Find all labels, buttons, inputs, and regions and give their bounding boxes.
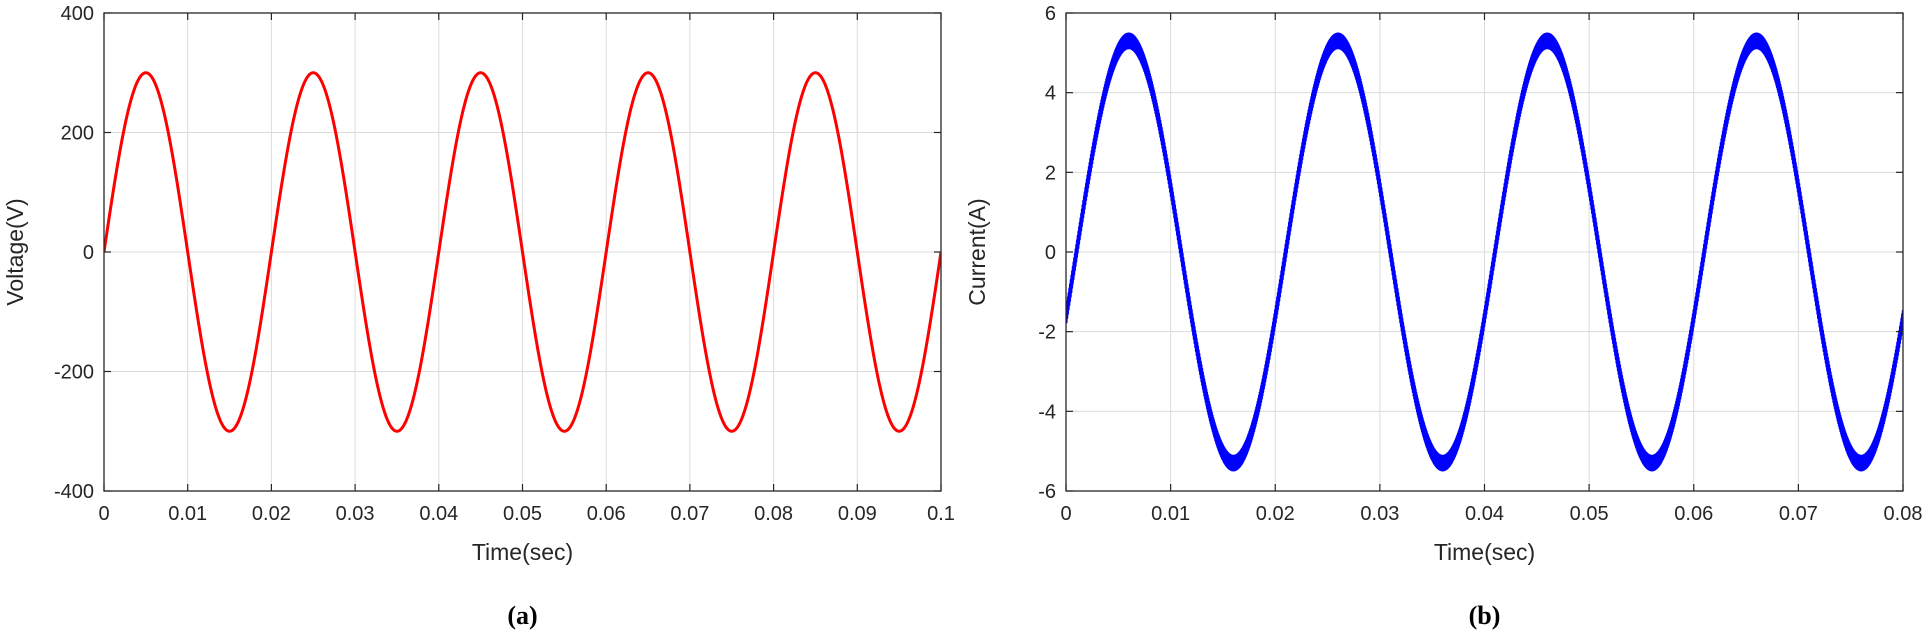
x-tick-label: 0.04 bbox=[1465, 503, 1504, 525]
panel-a-caption: (a) bbox=[507, 601, 537, 630]
y-tick-label: 0 bbox=[1045, 242, 1056, 264]
y-tick-label: 200 bbox=[61, 123, 94, 145]
x-tick-label: 0.08 bbox=[754, 503, 793, 525]
series-line bbox=[104, 71, 941, 433]
x-tick-label: 0.03 bbox=[336, 503, 375, 525]
panel-a-x-axis-label: Time(sec) bbox=[472, 539, 573, 565]
panel-a: 0 0.01 0.02 0.03 0.04 0.05 0.06 0.07 0.08 0.09 0.1… bbox=[2, 3, 955, 630]
y-tick-label: -4 bbox=[1038, 401, 1056, 423]
y-tick-label: 400 bbox=[61, 3, 94, 25]
x-tick-label: 0.03 bbox=[1360, 503, 1399, 525]
panel-b-x-axis-label: Time(sec) bbox=[1434, 539, 1535, 565]
x-tick-label: 0.08 bbox=[1884, 503, 1923, 525]
x-tick-label: 0.05 bbox=[1570, 503, 1609, 525]
x-tick-label: 0.02 bbox=[252, 503, 291, 525]
panel-a-plot-area bbox=[104, 71, 941, 433]
y-tick-label: 6 bbox=[1045, 3, 1056, 25]
y-tick-label: -2 bbox=[1038, 322, 1056, 344]
panel-a-y-ticks: -400 -200 0 200 400 bbox=[54, 3, 941, 503]
x-tick-label: 0.05 bbox=[503, 503, 542, 525]
panel-b: 0 0.01 0.02 0.03 0.04 0.05 0.06 0.07 0.08 -6 -4 -2… bbox=[964, 3, 1922, 630]
panel-b-caption: (b) bbox=[1469, 601, 1501, 630]
y-tick-label: -6 bbox=[1038, 481, 1056, 503]
panel-b-x-ticks: 0 0.01 0.02 0.03 0.04 0.05 0.06 0.07 0.08 bbox=[1060, 13, 1922, 525]
y-tick-label: -200 bbox=[54, 362, 94, 384]
panel-b-y-ticks: -6 -4 -2 0 2 4 6 bbox=[1038, 3, 1903, 503]
panel-a-y-axis-label: Voltage(V) bbox=[2, 198, 28, 305]
x-tick-label: 0.1 bbox=[927, 503, 955, 525]
y-tick-label: 4 bbox=[1045, 83, 1056, 105]
x-tick-label: 0.07 bbox=[1779, 503, 1818, 525]
x-tick-label: 0.09 bbox=[838, 503, 877, 525]
x-tick-label: 0.04 bbox=[419, 503, 458, 525]
panel-b-plot-area bbox=[1066, 32, 1903, 472]
x-tick-label: 0.06 bbox=[1674, 503, 1713, 525]
x-tick-label: 0.07 bbox=[670, 503, 709, 525]
series-line bbox=[1066, 32, 1903, 472]
x-tick-label: 0.02 bbox=[1256, 503, 1295, 525]
x-tick-label: 0.01 bbox=[1151, 503, 1190, 525]
x-tick-label: 0 bbox=[1060, 503, 1071, 525]
y-tick-label: 2 bbox=[1045, 162, 1056, 184]
x-tick-label: 0 bbox=[98, 503, 109, 525]
y-tick-label: -400 bbox=[54, 481, 94, 503]
panel-a-x-ticks: 0 0.01 0.02 0.03 0.04 0.05 0.06 0.07 0.08 0.09 0.1 bbox=[98, 13, 955, 525]
panel-b-y-axis-label: Current(A) bbox=[964, 198, 990, 305]
x-tick-label: 0.06 bbox=[587, 503, 626, 525]
y-tick-label: 0 bbox=[83, 242, 94, 264]
x-tick-label: 0.01 bbox=[168, 503, 207, 525]
